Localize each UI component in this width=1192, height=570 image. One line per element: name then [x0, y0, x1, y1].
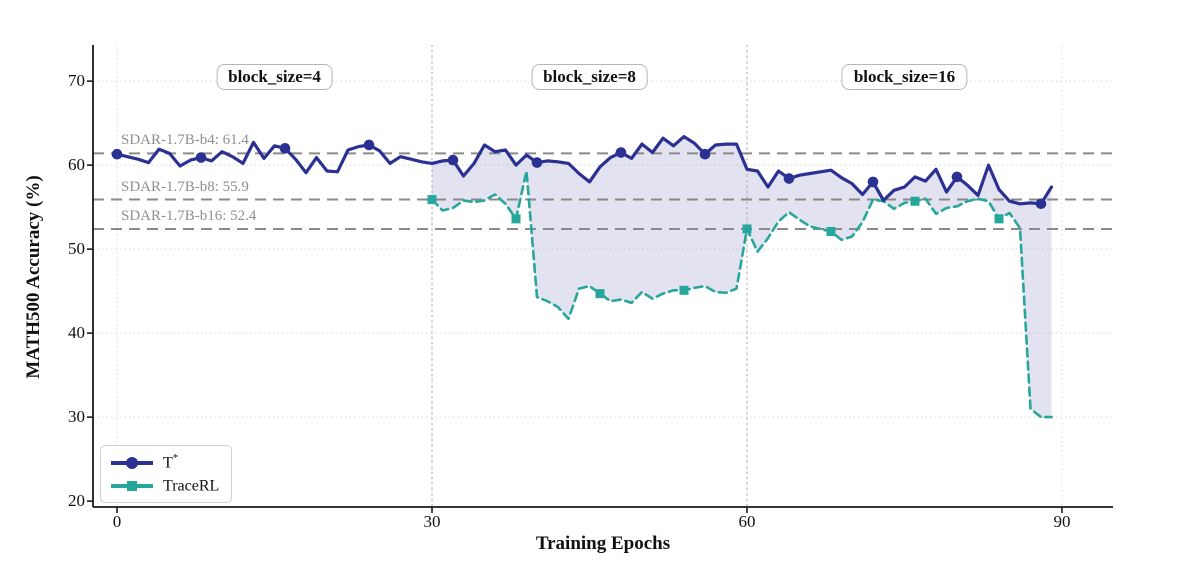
- tstar-marker: [363, 139, 375, 151]
- tracerl-marker: [910, 196, 920, 206]
- tracerl-marker: [826, 226, 836, 236]
- series-line-tstar: [115, 135, 1054, 206]
- fill-between-region: [432, 136, 1052, 418]
- tstar-marker: [531, 157, 543, 168]
- tracerl-marker: [742, 224, 752, 234]
- series-line-tracerl: [430, 169, 1053, 419]
- tracerl-marker: [511, 214, 521, 224]
- tstar-marker: [1035, 198, 1047, 210]
- tstar-marker: [867, 176, 879, 188]
- tstar-marker: [195, 152, 207, 163]
- tracerl-marker: [994, 214, 1004, 224]
- tracerl-marker: [679, 285, 689, 295]
- tracerl-marker: [427, 195, 437, 205]
- tstar-marker: [111, 148, 123, 160]
- tstar-marker: [447, 154, 459, 166]
- tstar-marker: [951, 171, 963, 183]
- tracerl-marker: [595, 289, 605, 299]
- tstar-marker: [279, 143, 291, 154]
- tstar-marker: [699, 148, 711, 160]
- tstar-marker: [783, 173, 795, 184]
- tstar-marker: [615, 147, 627, 158]
